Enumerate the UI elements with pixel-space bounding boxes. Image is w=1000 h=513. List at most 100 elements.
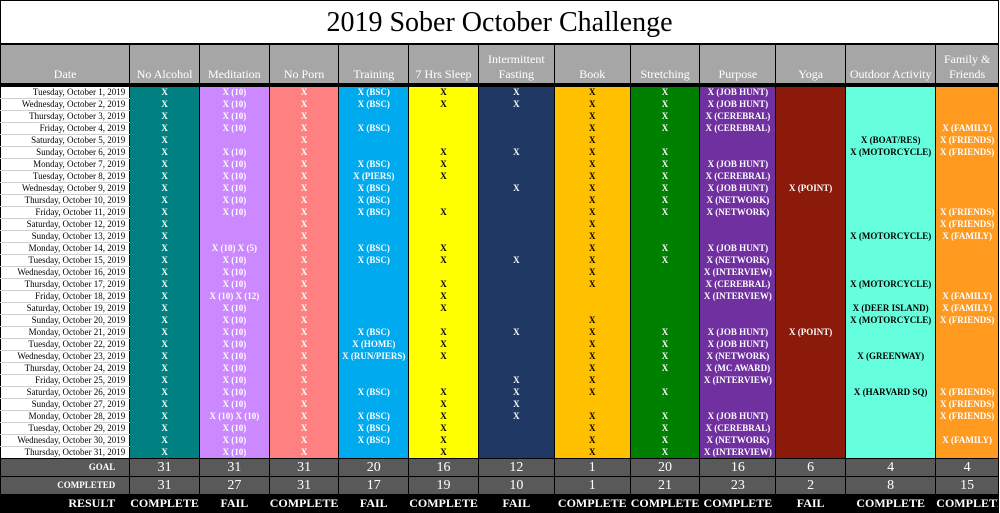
table-cell[interactable]: X (BSC) [338, 410, 410, 423]
summary-cell[interactable]: 10 [477, 476, 555, 495]
table-cell[interactable]: X [129, 410, 200, 423]
table-cell[interactable] [845, 338, 937, 351]
table-cell[interactable]: X (BSC) [338, 98, 410, 111]
table-cell[interactable]: X [553, 230, 631, 243]
date-cell[interactable]: Friday, October 25, 2019 [0, 374, 131, 387]
table-cell[interactable] [845, 410, 937, 423]
summary-cell[interactable]: COMPLETE [268, 494, 340, 513]
date-cell[interactable]: Friday, October 4, 2019 [0, 122, 131, 135]
table-cell[interactable] [477, 446, 555, 459]
table-cell[interactable] [699, 230, 777, 243]
date-cell[interactable]: Tuesday, October 29, 2019 [0, 422, 131, 435]
date-cell[interactable]: Sunday, October 20, 2019 [0, 314, 131, 327]
date-cell[interactable]: Tuesday, October 1, 2019 [0, 86, 131, 99]
table-cell[interactable] [553, 290, 631, 303]
date-cell[interactable]: Wednesday, October 23, 2019 [0, 350, 131, 363]
table-cell[interactable]: X [553, 434, 631, 447]
table-cell[interactable]: X [268, 386, 340, 399]
table-cell[interactable] [775, 146, 847, 159]
table-cell[interactable]: X (FAMILY) [935, 122, 999, 135]
date-cell[interactable]: Sunday, October 13, 2019 [0, 230, 131, 243]
date-cell[interactable]: Thursday, October 24, 2019 [0, 362, 131, 375]
table-cell[interactable] [845, 218, 937, 231]
summary-cell[interactable]: FAIL [477, 494, 555, 513]
table-cell[interactable] [775, 230, 847, 243]
table-cell[interactable] [845, 158, 937, 171]
table-cell[interactable]: X [553, 242, 631, 255]
table-cell[interactable] [935, 158, 999, 171]
table-cell[interactable] [338, 398, 410, 411]
table-cell[interactable] [699, 302, 777, 315]
column-header[interactable]: Book [553, 44, 631, 84]
date-cell[interactable]: Monday, October 14, 2019 [0, 242, 131, 255]
table-cell[interactable]: X (HARVARD SQ) [845, 386, 937, 399]
table-cell[interactable]: X [268, 98, 340, 111]
table-cell[interactable] [935, 98, 999, 111]
table-cell[interactable]: X (BSC) [338, 422, 410, 435]
table-cell[interactable]: X [553, 218, 631, 231]
table-cell[interactable] [477, 302, 555, 315]
table-cell[interactable]: X (INTERVIEW) [699, 446, 777, 459]
table-cell[interactable]: X [553, 410, 631, 423]
table-cell[interactable] [775, 362, 847, 375]
date-cell[interactable]: Tuesday, October 8, 2019 [0, 170, 131, 183]
table-cell[interactable] [775, 314, 847, 327]
table-cell[interactable]: X [553, 422, 631, 435]
date-cell[interactable]: Wednesday, October 30, 2019 [0, 434, 131, 447]
table-cell[interactable] [338, 134, 410, 147]
table-cell[interactable]: X [553, 194, 631, 207]
summary-cell[interactable]: 17 [338, 476, 410, 495]
summary-cell[interactable]: COMPLETE [845, 494, 937, 513]
table-cell[interactable]: X (BOAT/RES) [845, 134, 937, 147]
table-cell[interactable]: X [129, 374, 200, 387]
summary-cell[interactable]: 4 [845, 458, 937, 477]
table-cell[interactable]: X [268, 158, 340, 171]
table-cell[interactable] [845, 98, 937, 111]
table-cell[interactable]: X [268, 266, 340, 279]
table-cell[interactable]: X [553, 122, 631, 135]
table-cell[interactable] [198, 230, 270, 243]
column-header[interactable]: No Alcohol [129, 44, 200, 84]
summary-cell[interactable]: 1 [553, 458, 631, 477]
table-cell[interactable]: X (CEREBRAL) [699, 278, 777, 291]
table-cell[interactable] [629, 230, 701, 243]
table-cell[interactable]: X [129, 266, 200, 279]
table-cell[interactable] [935, 326, 999, 339]
table-cell[interactable] [338, 110, 410, 123]
table-cell[interactable]: X [268, 254, 340, 267]
table-cell[interactable]: X [408, 350, 479, 363]
table-cell[interactable]: X [629, 326, 701, 339]
table-cell[interactable]: X (10) [198, 326, 270, 339]
table-cell[interactable] [935, 194, 999, 207]
table-cell[interactable]: X [629, 206, 701, 219]
table-cell[interactable]: X (FRIENDS) [935, 314, 999, 327]
table-cell[interactable] [477, 110, 555, 123]
table-cell[interactable]: X [268, 374, 340, 387]
table-cell[interactable]: X [268, 230, 340, 243]
table-cell[interactable]: X (NETWORK) [699, 434, 777, 447]
summary-cell[interactable]: 31 [198, 458, 270, 477]
summary-cell[interactable]: 16 [699, 458, 777, 477]
column-header[interactable]: Date [0, 44, 131, 84]
table-cell[interactable]: X (MOTORCYCLE) [845, 230, 937, 243]
table-cell[interactable]: X (BSC) [338, 434, 410, 447]
table-cell[interactable]: X (10) [198, 398, 270, 411]
table-cell[interactable]: X (JOB HUNT) [699, 242, 777, 255]
table-cell[interactable]: X [553, 146, 631, 159]
table-cell[interactable] [775, 290, 847, 303]
table-cell[interactable] [775, 434, 847, 447]
table-cell[interactable] [775, 386, 847, 399]
table-cell[interactable] [845, 362, 937, 375]
table-cell[interactable]: X (INTERVIEW) [699, 266, 777, 279]
table-cell[interactable]: X [268, 302, 340, 315]
table-cell[interactable]: X [553, 338, 631, 351]
summary-cell[interactable]: COMPLETE [935, 494, 999, 513]
table-cell[interactable]: X (MOTORCYCLE) [845, 146, 937, 159]
table-cell[interactable] [629, 266, 701, 279]
table-cell[interactable] [477, 134, 555, 147]
table-cell[interactable]: X [629, 254, 701, 267]
table-cell[interactable]: X (FAMILY) [935, 230, 999, 243]
table-cell[interactable]: X (10) [198, 110, 270, 123]
table-cell[interactable]: X (NETWORK) [699, 206, 777, 219]
table-cell[interactable]: X [408, 338, 479, 351]
